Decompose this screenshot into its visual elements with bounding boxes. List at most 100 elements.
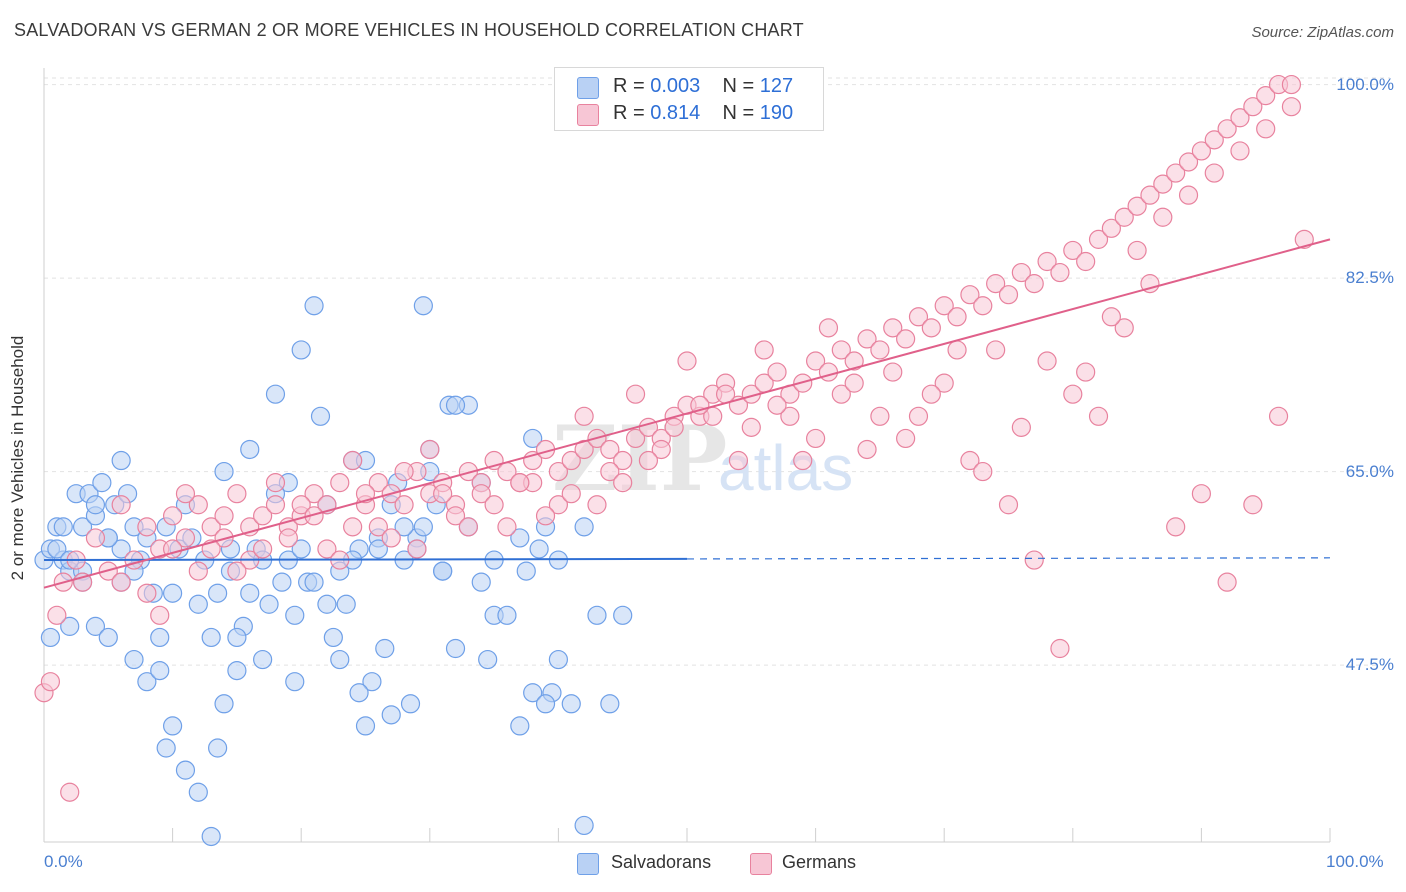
- point-german: [805, 428, 826, 449]
- point-german: [137, 517, 157, 537]
- point-salvadoran: [445, 638, 466, 659]
- legend-swatch-germans: [750, 853, 772, 875]
- point-salvadoran: [208, 738, 228, 758]
- point-salvadoran: [72, 517, 93, 537]
- point-salvadoran: [523, 428, 543, 449]
- point-salvadoran: [600, 694, 620, 714]
- point-salvadoran: [188, 594, 208, 614]
- point-german: [394, 495, 414, 515]
- point-salvadoran: [613, 605, 633, 625]
- point-salvadoran: [227, 661, 247, 681]
- point-salvadoran: [478, 649, 498, 670]
- point-german: [1281, 97, 1302, 117]
- point-german: [1178, 185, 1199, 205]
- point-german: [47, 605, 67, 625]
- point-german: [947, 307, 967, 327]
- point-german: [1230, 108, 1250, 128]
- point-german: [1076, 251, 1096, 272]
- point-salvadoran: [150, 661, 170, 681]
- point-salvadoran: [310, 406, 331, 426]
- point-german: [908, 406, 929, 426]
- point-salvadoran: [163, 583, 183, 603]
- chart-title: SALVADORAN VS GERMAN 2 OR MORE VEHICLES …: [14, 20, 804, 40]
- point-german: [921, 384, 941, 404]
- point-german: [175, 528, 196, 548]
- point-salvadoran: [574, 517, 594, 537]
- point-german: [548, 495, 569, 515]
- point-german: [40, 672, 61, 692]
- axes: [43, 68, 1331, 843]
- point-german: [420, 439, 440, 460]
- point-salvadoran: [516, 561, 536, 581]
- point-salvadoran: [265, 384, 286, 404]
- point-german: [600, 439, 620, 460]
- chart-source: Source: ZipAtlas.com: [1251, 24, 1394, 41]
- point-salvadoran: [163, 716, 183, 736]
- point-german: [1101, 307, 1121, 327]
- point-german: [1127, 240, 1147, 261]
- point-german: [1230, 141, 1250, 161]
- trend-line-germans: [43, 238, 1331, 589]
- point-german: [844, 373, 864, 393]
- point-german: [368, 473, 388, 493]
- point-german: [587, 495, 607, 515]
- point-german: [85, 528, 106, 548]
- point-salvadoran: [40, 627, 61, 648]
- point-german: [1153, 207, 1173, 227]
- point-german: [1076, 362, 1096, 382]
- point-german: [137, 583, 157, 603]
- point-salvadoran: [285, 605, 305, 625]
- point-salvadoran: [124, 649, 144, 670]
- point-german: [1037, 351, 1057, 371]
- point-salvadoran: [381, 705, 401, 725]
- point-german: [497, 517, 517, 537]
- point-german: [625, 428, 646, 449]
- point-german: [227, 561, 247, 581]
- point-german: [613, 450, 633, 471]
- point-german: [510, 473, 530, 493]
- legend-label-salvadorans: Salvadorans: [611, 852, 712, 872]
- legend-r-value: 0.814: [650, 102, 701, 124]
- point-german: [728, 450, 749, 471]
- point-german: [960, 450, 980, 471]
- point-german: [1024, 274, 1044, 294]
- point-german: [163, 506, 183, 526]
- point-german: [484, 495, 504, 515]
- point-german: [1153, 174, 1173, 194]
- point-german: [175, 484, 196, 504]
- point-german: [253, 506, 273, 526]
- point-german: [1140, 185, 1160, 205]
- point-german: [998, 495, 1019, 515]
- point-german: [561, 450, 581, 471]
- point-salvadoran: [535, 694, 556, 714]
- point-german: [1191, 141, 1212, 161]
- point-salvadoran: [60, 616, 80, 636]
- legend-n-value: 190: [759, 102, 794, 124]
- point-salvadoran: [471, 572, 491, 592]
- point-german: [1217, 572, 1237, 592]
- point-german: [883, 362, 903, 382]
- point-salvadoran: [510, 716, 530, 736]
- legend-swatch-germans: [577, 104, 599, 126]
- point-german: [638, 450, 659, 471]
- point-salvadoran: [336, 594, 356, 614]
- point-german: [1088, 406, 1109, 426]
- x-tick-label-right: 100.0%: [1326, 852, 1384, 871]
- point-german: [973, 461, 993, 482]
- point-german: [458, 461, 478, 482]
- legend-n-label: N =: [722, 75, 760, 97]
- point-german: [265, 473, 286, 493]
- point-salvadoran: [413, 296, 433, 316]
- trend-line-salvadorans-extrapolated: [686, 557, 1331, 560]
- trend-line-salvadorans: [43, 557, 688, 562]
- point-german: [265, 495, 286, 515]
- data-points: [34, 74, 1314, 847]
- point-german: [188, 561, 208, 581]
- point-german: [767, 362, 787, 382]
- point-german: [1166, 517, 1186, 537]
- point-german: [818, 318, 839, 338]
- point-german: [291, 495, 311, 515]
- point-salvadoran: [85, 495, 106, 515]
- point-german: [343, 450, 363, 471]
- point-german: [304, 484, 324, 504]
